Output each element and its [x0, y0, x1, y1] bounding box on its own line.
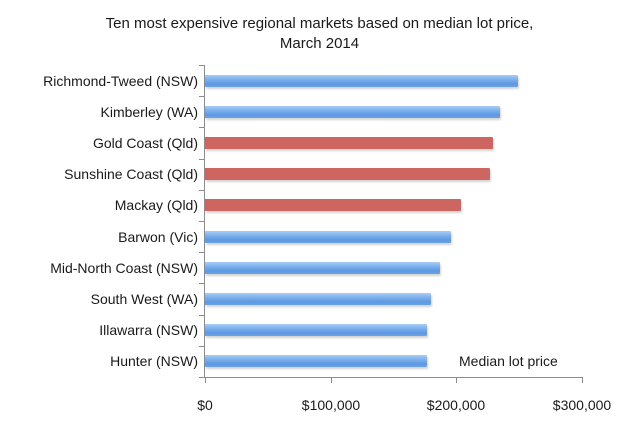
bar [205, 137, 493, 149]
x-axis-tick-label: $100,000 [301, 397, 361, 413]
bar [205, 199, 461, 211]
y-axis-tick [199, 283, 204, 284]
x-axis-tick-label: $0 [197, 397, 213, 413]
legend-label: Median lot price [459, 353, 558, 369]
category-label: Hunter (NSW) [110, 353, 198, 369]
x-axis-tick [331, 377, 332, 383]
bar [205, 106, 500, 118]
category-label: Richmond-Tweed (NSW) [43, 73, 198, 89]
y-axis-tick [199, 221, 204, 222]
bar [205, 293, 431, 305]
y-axis-tick [199, 377, 204, 378]
y-axis-tick [199, 315, 204, 316]
y-axis-line [204, 65, 205, 378]
bar [205, 75, 518, 87]
x-axis-tick-label: $200,000 [426, 397, 486, 413]
y-axis-tick [199, 65, 204, 66]
category-label: Kimberley (WA) [100, 104, 199, 120]
bar [205, 262, 440, 274]
x-axis-tick [205, 377, 206, 383]
chart-title-line-2: March 2014 [279, 35, 360, 52]
category-label: Illawarra (NSW) [99, 322, 198, 338]
x-axis-tick-label: $300,000 [552, 397, 612, 413]
category-label: Mid-North Coast (NSW) [50, 260, 198, 276]
bar [205, 355, 427, 367]
category-label: Sunshine Coast (Qld) [64, 166, 198, 182]
bar [205, 324, 427, 336]
y-axis-tick [199, 159, 204, 160]
x-axis-tick [456, 377, 457, 383]
category-label: Barwon (Vic) [118, 229, 198, 245]
bar [205, 231, 451, 243]
category-label: Gold Coast (Qld) [92, 135, 198, 151]
y-axis-tick [199, 346, 204, 347]
x-axis-tick [582, 377, 583, 383]
chart-title: Ten most expensive regional markets base… [0, 14, 639, 54]
chart-title-line-1: Ten most expensive regional markets base… [105, 15, 534, 32]
category-label: South West (WA) [90, 291, 198, 307]
y-axis-tick [199, 190, 204, 191]
y-axis-tick [199, 127, 204, 128]
x-axis-line [204, 377, 582, 378]
y-axis-tick [199, 96, 204, 97]
category-label: Mackay (Qld) [114, 197, 198, 213]
y-axis-tick [199, 252, 204, 253]
bar [205, 168, 490, 180]
